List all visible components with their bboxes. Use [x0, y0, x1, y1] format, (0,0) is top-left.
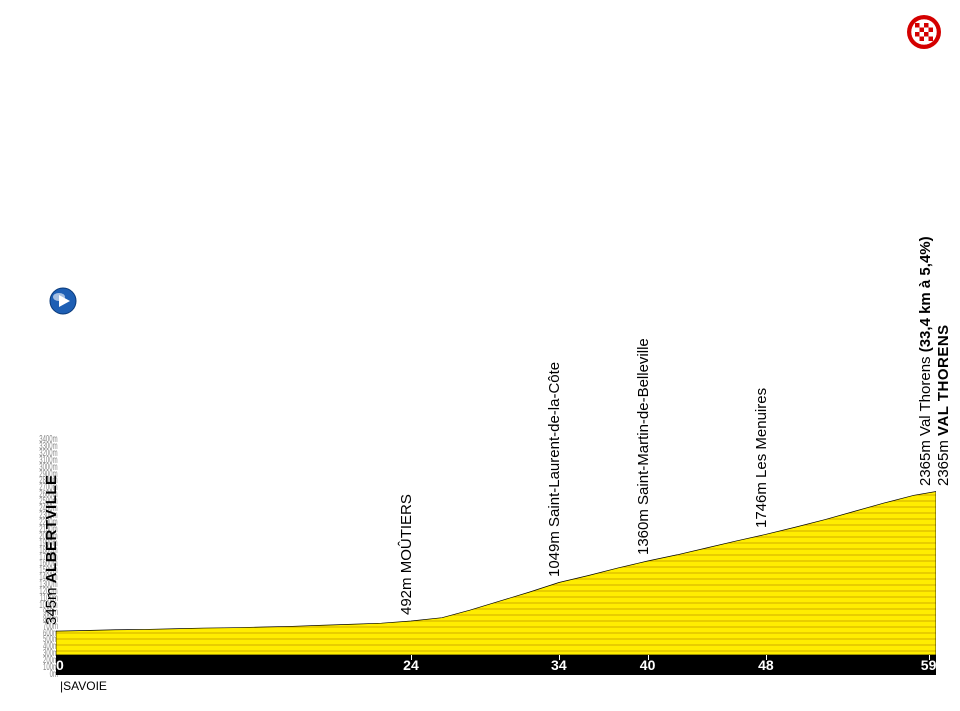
waypoint-label: 1049m Saint-Laurent-de-la-Côte — [546, 361, 563, 576]
elevation-area — [56, 420, 936, 655]
x-axis-bar: 0 24 34 40 48 59 — [56, 655, 936, 675]
x-tick-label: 24 — [403, 657, 419, 673]
waypoint-label: 1360m Saint-Martin-de-Belleville — [635, 338, 652, 555]
waypoint-label: 1746m Les Menuires — [753, 388, 770, 528]
waypoint-label: 345m ALBERTVILLE — [43, 475, 60, 626]
x-tick-label: 34 — [551, 657, 567, 673]
x-tick-label: 40 — [640, 657, 656, 673]
x-tick-label: 48 — [758, 657, 774, 673]
x-tick-label: 59 — [921, 657, 937, 673]
finish-icon — [906, 14, 942, 50]
start-icon — [48, 286, 78, 316]
elevation-profile-chart: 0m100m200m300m400m500m600m700m800m900m10… — [0, 0, 960, 711]
x-tick-zero: 0 — [56, 657, 64, 673]
x-axis-total-distance: 59,5 — [885, 657, 912, 673]
waypoint-label: 2365m VAL THORENS — [935, 324, 952, 486]
waypoint-label: 2365m Val Thorens (33,4 km à 5,4%) — [917, 236, 934, 486]
region-label: |SAVOIE — [60, 679, 107, 693]
waypoint-label: 492m MOÛTIERS — [398, 494, 415, 615]
